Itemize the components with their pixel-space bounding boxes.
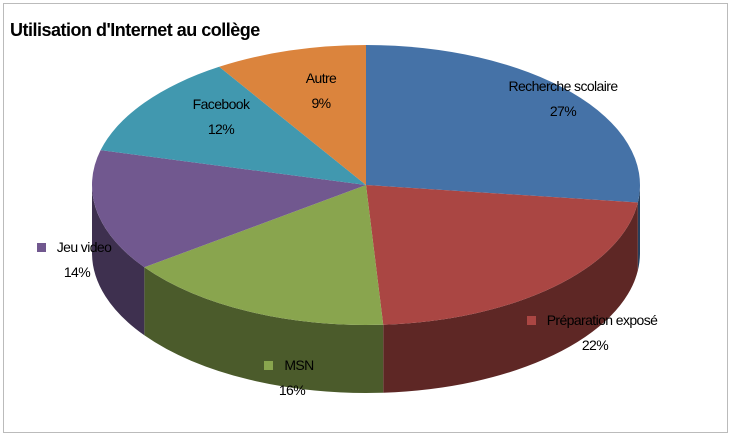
slice-side [144, 267, 384, 394]
data-label: Facebook 12% [176, 92, 266, 142]
category-label: Jeu video [56, 239, 112, 255]
category-label: Recherche scolaire [508, 78, 618, 94]
category-label: MSN [284, 357, 314, 373]
value-label: 27% [549, 103, 577, 119]
category-label: Autre [305, 70, 337, 86]
slice [366, 45, 640, 203]
slice [366, 185, 638, 325]
value-label: 22% [581, 337, 609, 353]
slice [100, 66, 366, 185]
category-label: Préparation exposé [546, 312, 658, 328]
value-label: 16% [278, 382, 306, 398]
legend-key [36, 243, 46, 252]
data-label: Jeu video 14% [22, 235, 132, 285]
data-label: Autre 9% [286, 66, 356, 116]
slice [91, 150, 367, 268]
value-label: 9% [311, 95, 331, 111]
slice [144, 185, 384, 325]
slice-side [383, 202, 638, 393]
value-label: 12% [207, 121, 235, 137]
data-label: Préparation exposé 22% [530, 308, 660, 358]
chart-title: Utilisation d'Internet au collège [10, 20, 260, 40]
category-label: Facebook [192, 96, 250, 112]
value-label: 14% [63, 264, 91, 280]
legend-key [526, 316, 536, 325]
data-label: Recherche scolaire 27% [503, 74, 623, 124]
slice-side [637, 185, 640, 271]
data-label: MSN 16% [252, 353, 332, 403]
legend-key [264, 361, 274, 370]
slice-side [92, 185, 145, 336]
slice [219, 45, 366, 185]
